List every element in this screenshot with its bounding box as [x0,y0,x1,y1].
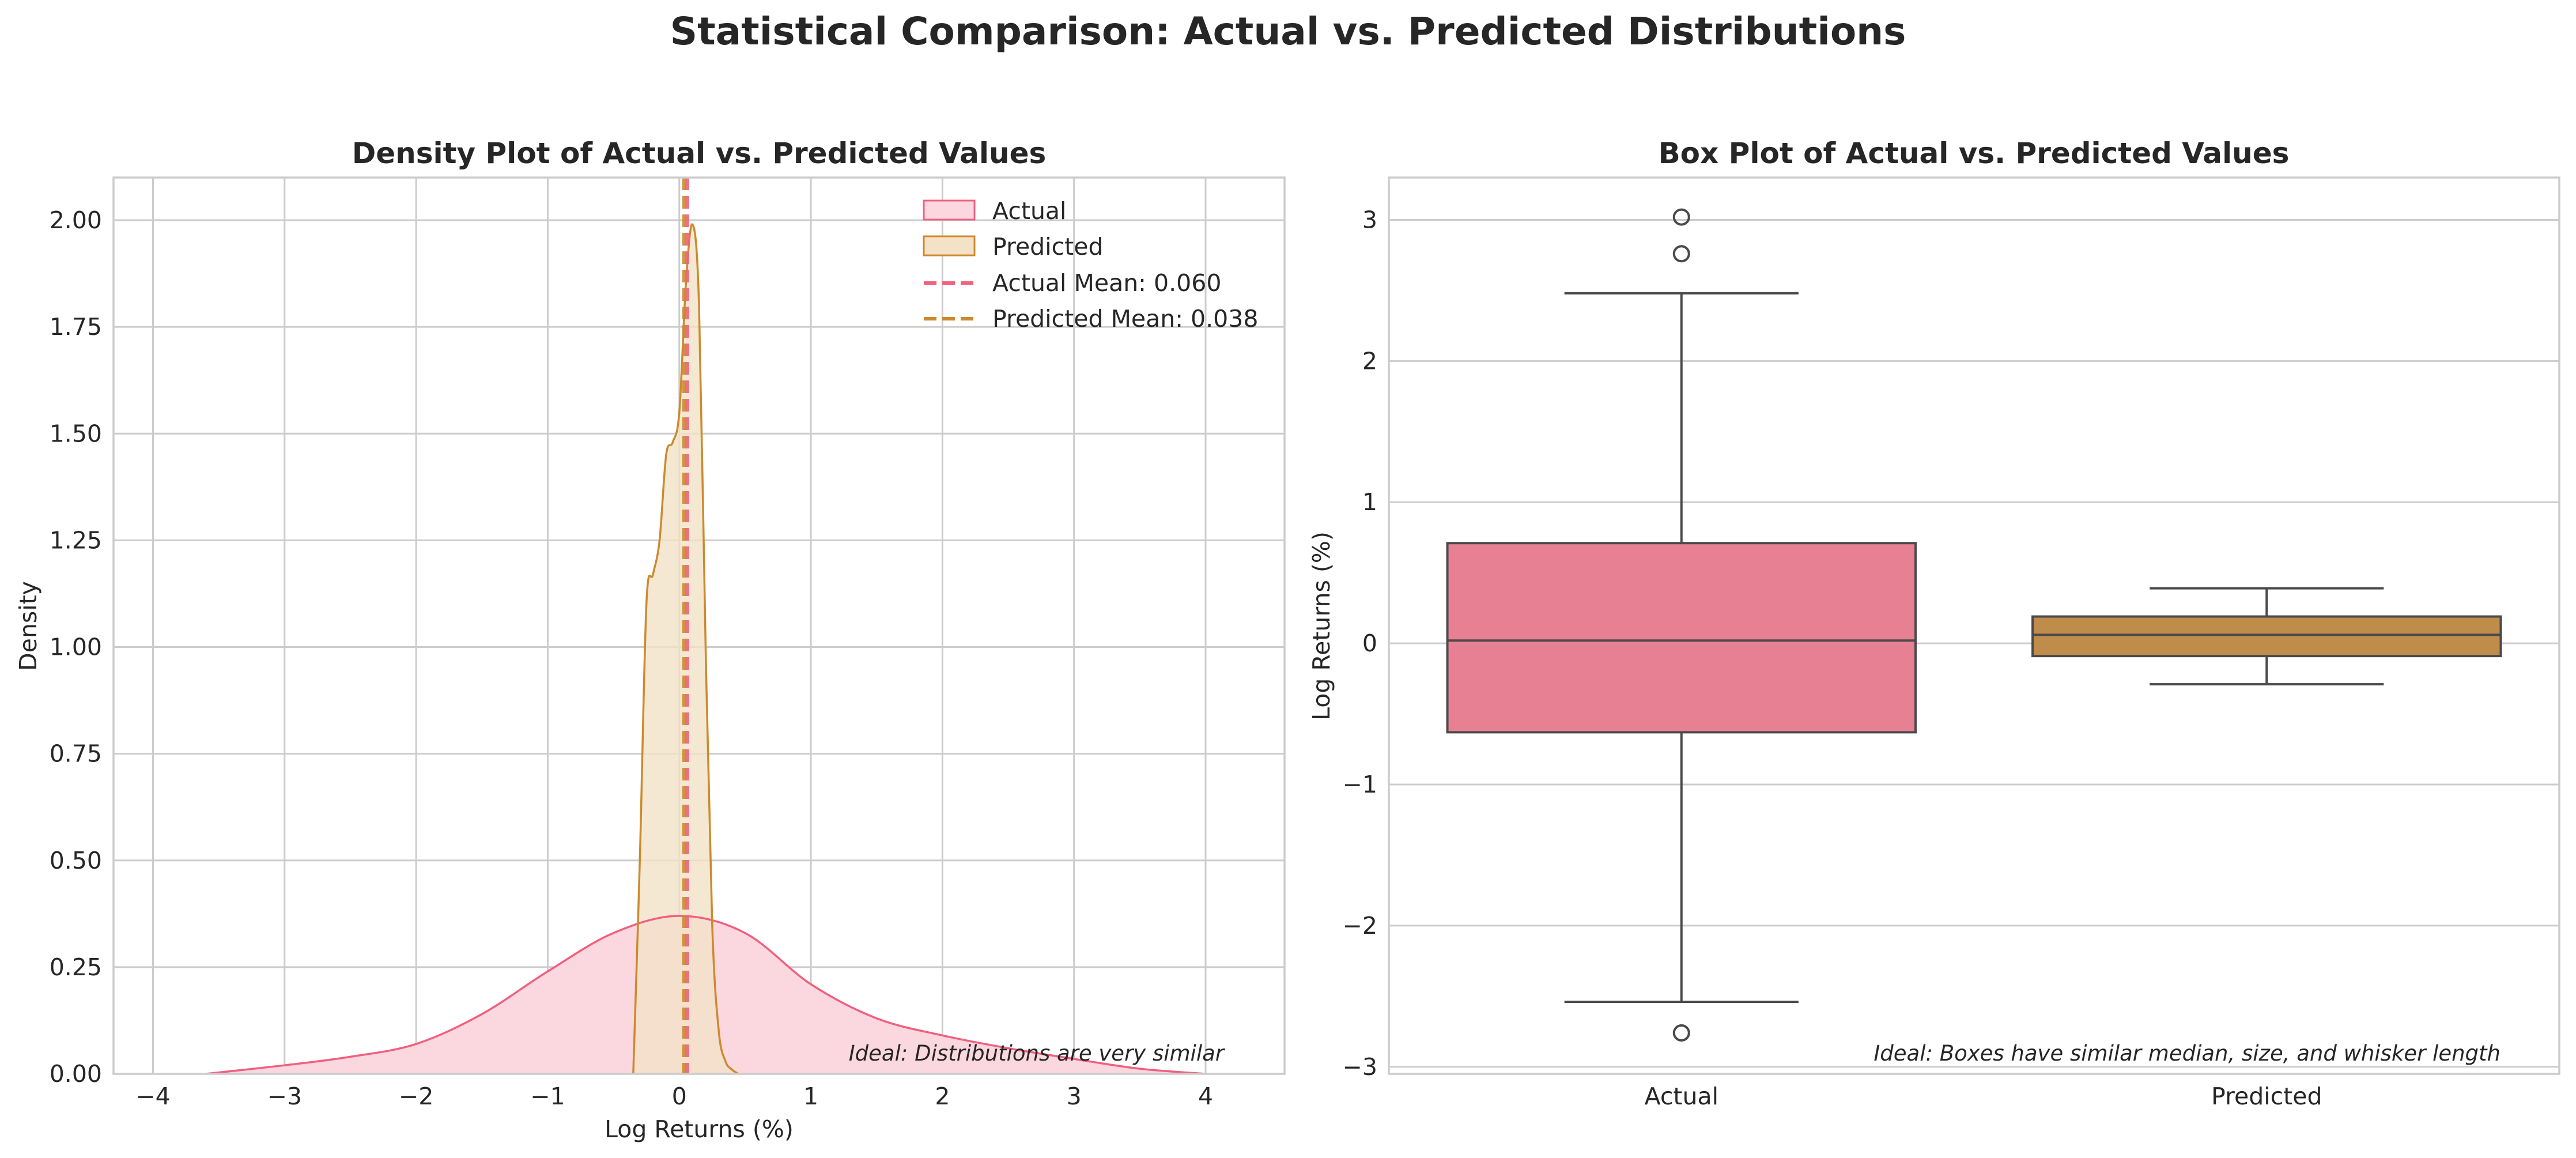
density-y-tick-label: 1.50 [50,420,102,447]
box-body-actual [1446,542,1917,734]
density-y-tick-labels: 0.00 0.25 0.50 0.75 1.00 1.25 1.50 1.75 2.00 [50,206,102,1088]
box-y-tick-label: 0 [1362,629,1377,657]
box-plots [1446,208,2502,1042]
density-y-tick-label: 0.00 [50,1060,102,1088]
density-line-predicted [632,223,739,1075]
box-y-axis-label: Log Returns (%) [1308,531,1335,721]
density-plot-frame [112,176,1286,1075]
density-x-tick-label: 1 [803,1082,818,1110]
density-x-tick-label: 2 [935,1082,950,1110]
box-outlier-actual [1672,245,1690,263]
box-y-tick-labels: −3 −2 −1 0 1 2 3 [1343,206,1377,1080]
density-y-tick-label: 0.50 [50,847,102,874]
box-y-tick-label: −1 [1343,771,1377,798]
box-plot-title: Box Plot of Actual vs. Predicted Values [1659,137,2290,170]
box-annotation: Ideal: Boxes have similar median, size, … [1874,1041,2501,1066]
box-y-tick-label: −2 [1343,912,1377,940]
box-panel: −3 −2 −1 0 1 2 3 Actual Predicted Box Plot of A… [1308,137,2560,1110]
density-x-tick-label: −2 [399,1082,433,1110]
density-y-tick-label: 1.25 [50,526,102,554]
density-x-tick-labels: −4 −3 −2 −1 0 1 2 3 4 [135,1082,1213,1110]
box-body-predicted [2031,615,2502,658]
box-outlier-actual [1672,208,1690,226]
box-y-tick-label: −3 [1343,1053,1377,1081]
density-y-tick-label: 2.00 [50,206,102,234]
box-y-tick-label: 2 [1362,347,1377,375]
density-y-axis-label: Density [14,581,42,671]
density-y-tick-label: 0.25 [50,953,102,981]
density-x-tick-label: −1 [530,1082,565,1110]
density-curves [205,223,1206,1075]
density-legend: Actual Predicted Actual Mean: 0.060 Pred… [923,197,1258,333]
density-x-tick-label: 3 [1067,1082,1082,1110]
density-x-tick-label: 0 [672,1082,687,1110]
density-x-tick-label: 4 [1198,1082,1213,1110]
box-y-tick-label: 1 [1362,488,1377,516]
density-line-actual [205,915,1206,1075]
legend-label-predicted: Predicted [992,233,1103,261]
box-x-tick-label: Actual [1645,1082,1718,1110]
box-plot-frame [1388,176,2560,1075]
figure-title: Statistical Comparison: Actual vs. Predi… [670,9,1906,54]
legend-label-actual-mean: Actual Mean: 0.060 [992,269,1221,297]
box-x-tick-labels: Actual Predicted [1645,1082,2322,1110]
density-x-axis-label: Log Returns (%) [605,1115,794,1143]
legend-label-actual: Actual [992,197,1066,225]
box-y-tick-label: 3 [1362,206,1377,233]
density-y-tick-label: 1.00 [50,633,102,661]
density-panel: −4 −3 −2 −1 0 1 2 3 4 0.00 0.25 0.50 0.75 1.00 1.25 1.… [14,137,1286,1143]
density-x-tick-label: −4 [135,1082,170,1110]
density-x-tick-label: −3 [267,1082,302,1110]
density-plot-title: Density Plot of Actual vs. Predicted Val… [352,137,1047,170]
density-annotation: Ideal: Distributions are very similar [849,1041,1226,1066]
legend-swatch-predicted [923,235,976,257]
box-outlier-actual [1672,1024,1690,1042]
density-mean-lines [682,178,689,1074]
box-x-tick-label: Predicted [2211,1082,2322,1110]
legend-label-predicted-mean: Predicted Mean: 0.038 [992,305,1258,333]
density-y-tick-label: 0.75 [50,740,102,768]
legend-swatch-actual [923,199,976,221]
density-y-tick-label: 1.75 [50,313,102,341]
